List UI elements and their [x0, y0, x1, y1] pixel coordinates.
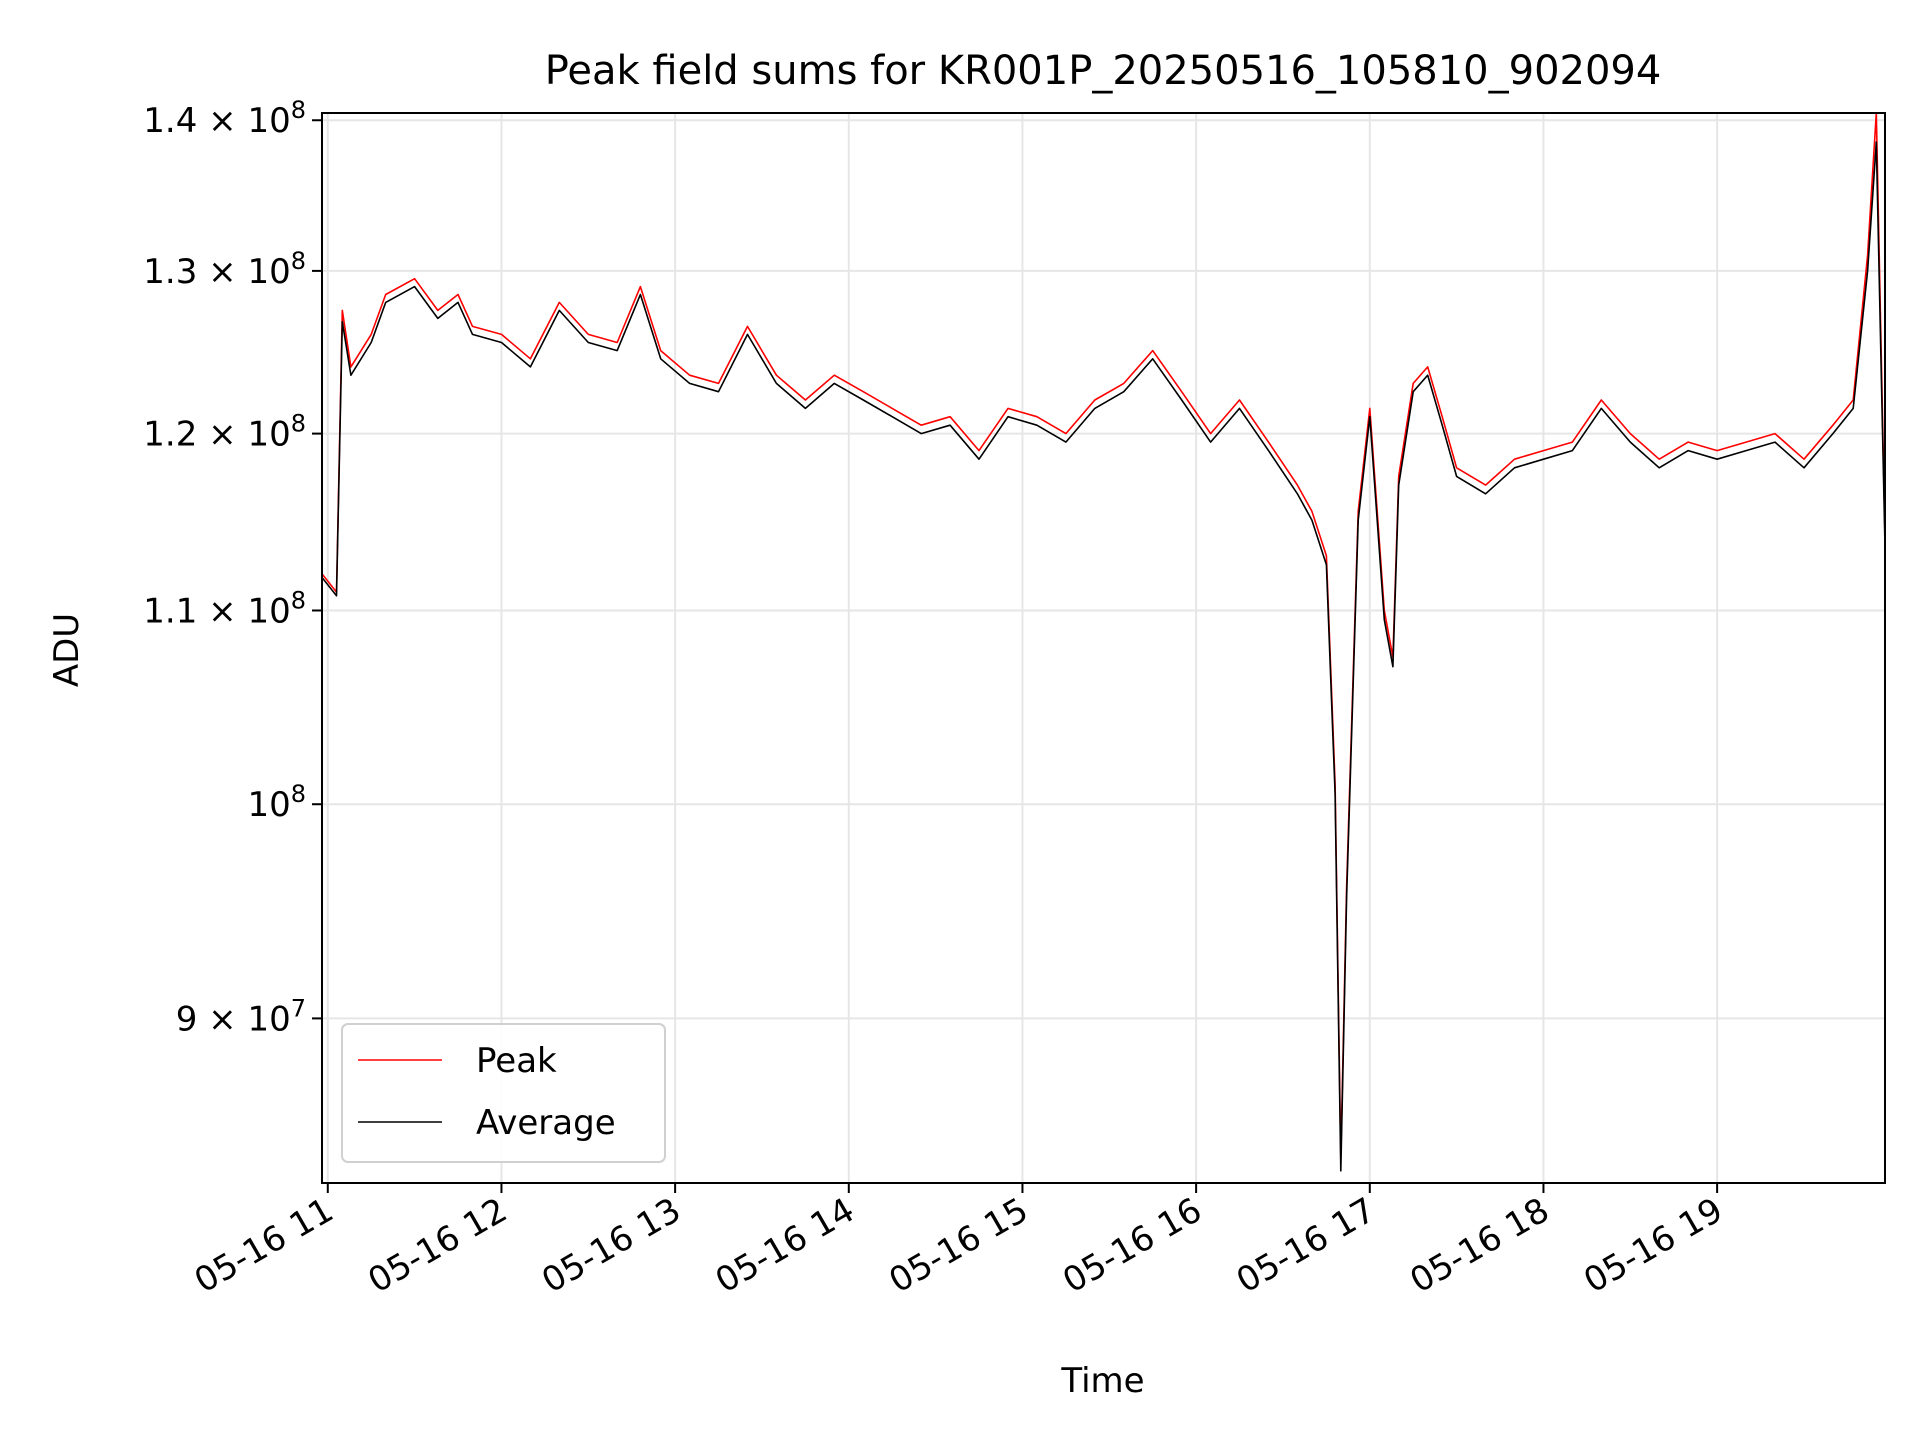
series-line-peak — [322, 113, 1885, 1160]
series-line-average — [322, 141, 1885, 1172]
grid-lines — [322, 113, 1885, 1183]
chart-title: Peak field sums for KR001P_20250516_1058… — [545, 48, 1662, 94]
series-lines — [322, 113, 1885, 1172]
y-tick-label: 1.4 × 108 — [143, 96, 306, 141]
y-tick-label: 1.2 × 108 — [143, 410, 306, 455]
y-tick-label: 1.3 × 108 — [143, 247, 306, 292]
legend: Peak Average — [341, 1023, 666, 1163]
plot-area-frame — [321, 112, 1886, 1184]
x-axis-label: Time — [1060, 1361, 1144, 1401]
legend-box — [341, 1023, 666, 1163]
y-tick-label: 9 × 107 — [176, 994, 306, 1039]
y-axis-ticks: 9 × 107 108 1.1 × 108 1.2 × 108 1.3 × 108 1.4… — [143, 96, 322, 1039]
y-tick-label: 108 — [247, 780, 306, 825]
legend-label-average: Average — [476, 1103, 616, 1143]
y-tick-label: 1.1 × 108 — [143, 586, 306, 631]
legend-label-peak: Peak — [476, 1041, 557, 1081]
y-axis-label: ADU — [47, 613, 87, 687]
